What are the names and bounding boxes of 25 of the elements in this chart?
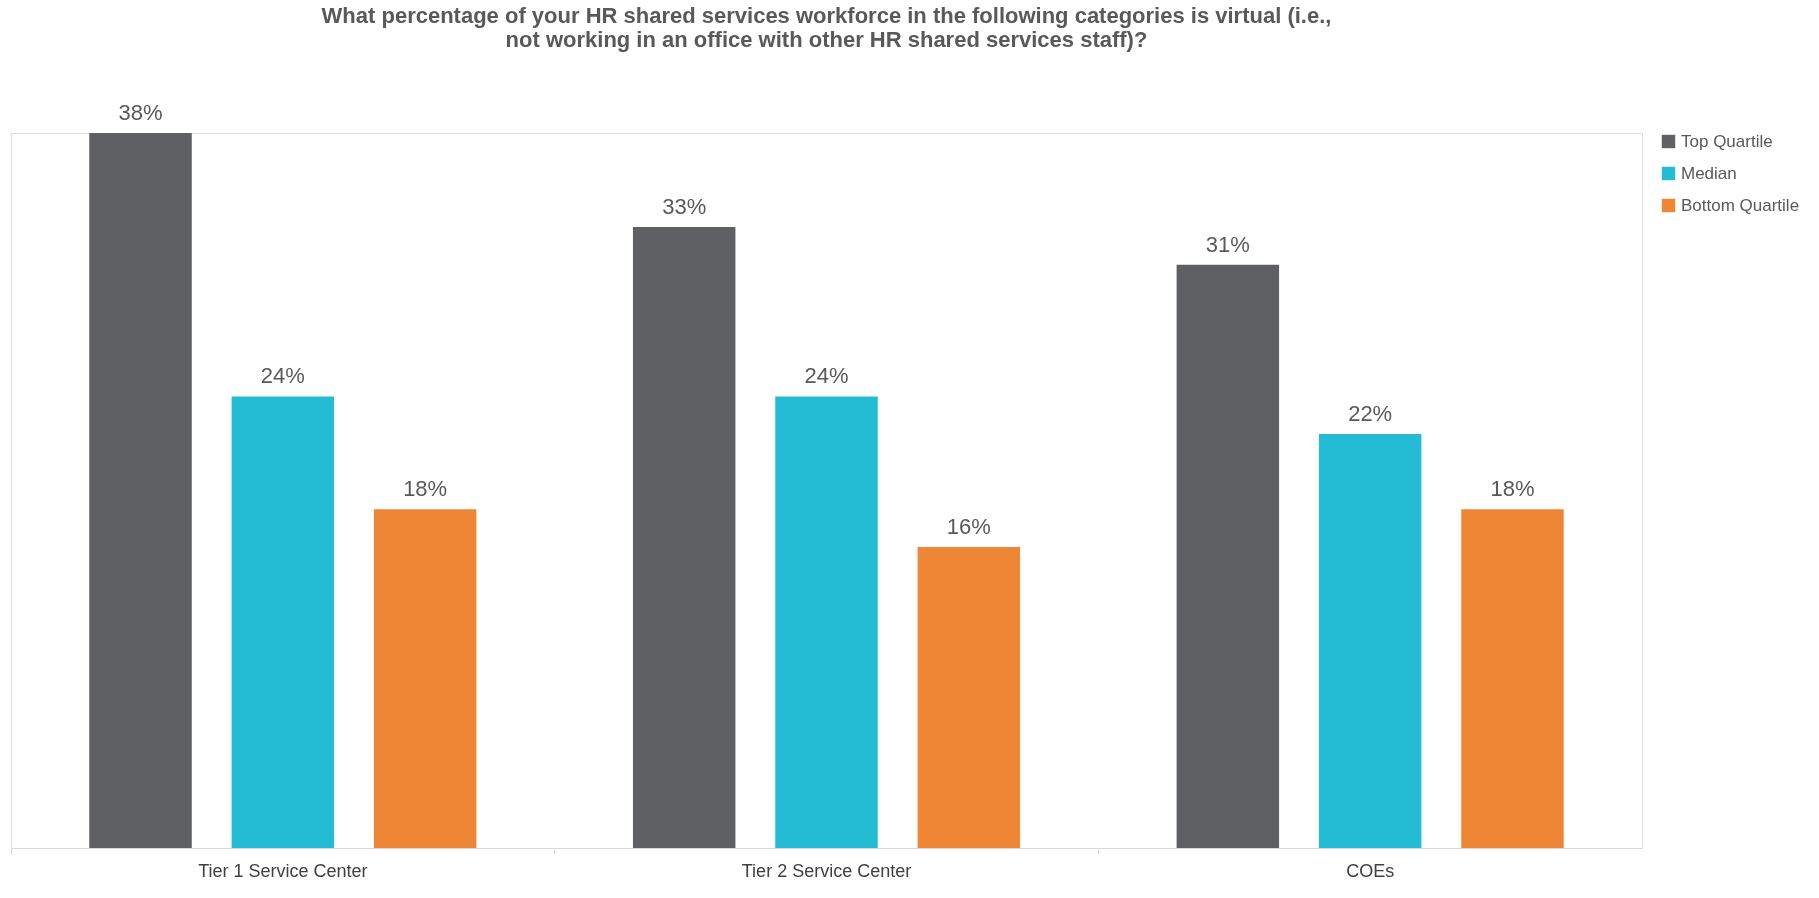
data-label: 24% (260, 363, 305, 389)
data-label: 31% (1205, 231, 1250, 257)
bar (917, 546, 1021, 848)
bar (231, 396, 335, 848)
bar (89, 133, 192, 848)
legend-label: Top Quartile (1681, 131, 1773, 151)
legend-label: Median (1681, 163, 1737, 183)
bar (373, 509, 477, 848)
bar (1461, 509, 1564, 848)
chart-title: What percentage of your HR shared services workforce in the following categories is virtual (i.e., not working in an office with other HR shared services staff)? (321, 3, 1332, 52)
x-tick-label: COEs (1346, 860, 1395, 881)
bar (775, 396, 878, 848)
data-label: 18% (403, 476, 448, 502)
data-label: 18% (1490, 476, 1535, 502)
bar (1176, 264, 1280, 848)
legend-label: Bottom Quartile (1681, 195, 1800, 215)
data-label: 24% (804, 363, 849, 389)
data-label: 38% (118, 100, 163, 125)
x-tick-label: Tier 1 Service Center (198, 860, 368, 881)
data-label: 33% (662, 194, 707, 220)
bar (1318, 434, 1422, 848)
x-tick-label: Tier 2 Service Center (741, 860, 912, 881)
data-label: 22% (1348, 401, 1393, 427)
bar (632, 227, 736, 848)
data-label: 16% (946, 513, 991, 539)
